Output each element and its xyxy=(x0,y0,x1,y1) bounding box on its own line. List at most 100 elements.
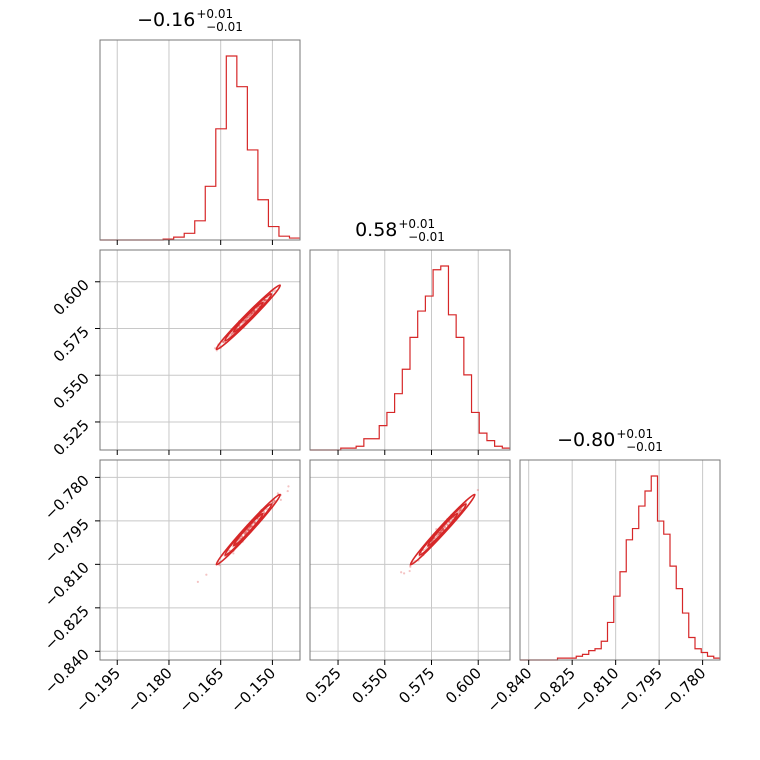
y-tick-label-1: 0.550 xyxy=(50,369,93,412)
sample-point xyxy=(205,573,208,576)
sample-point xyxy=(264,299,267,302)
title-minus: −0.01 xyxy=(408,230,445,244)
x-tick-label-2: −0.780 xyxy=(657,664,709,716)
sample-point xyxy=(271,501,274,504)
sample-point xyxy=(459,509,462,512)
sample-point xyxy=(446,523,449,526)
sample-point xyxy=(448,521,451,524)
hist-line-1 xyxy=(310,265,510,451)
sample-point xyxy=(243,532,246,535)
sample-point xyxy=(439,530,442,533)
sample-point xyxy=(247,316,250,319)
x-tick-label-1: 0.550 xyxy=(348,664,391,707)
hist-line-0 xyxy=(100,55,300,241)
sample-point xyxy=(476,488,479,492)
sample-point xyxy=(264,298,267,301)
title-plus: +0.01 xyxy=(616,427,653,441)
sample-point xyxy=(253,310,256,313)
contour-ellipse xyxy=(409,493,476,566)
sample-point xyxy=(253,521,257,524)
sample-point xyxy=(286,489,289,493)
sample-point xyxy=(459,508,462,512)
sample-point xyxy=(272,289,275,293)
sample-point xyxy=(273,499,276,502)
sample-point xyxy=(250,313,253,317)
sample-point xyxy=(253,309,256,312)
contour-ellipse xyxy=(215,493,282,566)
sample-point xyxy=(246,528,250,532)
x-tick-label-2: −0.795 xyxy=(614,664,666,716)
sample-point xyxy=(425,546,428,550)
sample-point xyxy=(244,319,247,322)
param-title-2: −0.80+0.01 −0.01 xyxy=(557,427,663,454)
sample-point xyxy=(443,526,447,529)
y-tick-label-2: −0.810 xyxy=(41,558,93,610)
hist-panel-0: −0.16+0.01 −0.01 xyxy=(99,7,301,245)
sample-point xyxy=(230,332,234,336)
hist-panel-1: 0.58+0.01 −0.01 xyxy=(309,217,511,455)
sample-point xyxy=(279,498,282,501)
y-tick-label-1: 0.575 xyxy=(50,323,93,366)
sample-point xyxy=(218,563,221,567)
title-median: 0.58 xyxy=(355,219,397,241)
panel-frame xyxy=(99,39,301,241)
sample-point xyxy=(441,527,444,530)
sample-point xyxy=(228,334,232,338)
y-tick-label-1: 0.600 xyxy=(50,276,93,319)
y-tick-label-2: −0.825 xyxy=(41,602,93,654)
sample-point xyxy=(443,525,447,528)
sample-point xyxy=(408,569,411,573)
contour-ellipse xyxy=(427,512,459,547)
sample-point xyxy=(440,529,443,533)
sample-point xyxy=(244,531,248,534)
sample-point xyxy=(263,511,266,514)
sample-point xyxy=(244,531,247,534)
sample-point xyxy=(436,533,439,536)
sample-point xyxy=(438,531,441,534)
sample-point xyxy=(248,315,251,318)
sample-point xyxy=(247,528,250,531)
contour-ellipse xyxy=(232,512,264,547)
x-tick-label-2: −0.810 xyxy=(570,664,622,716)
y-tick-label-2: −0.795 xyxy=(41,515,93,567)
y-tick-label-2: −0.780 xyxy=(41,471,93,523)
title-plus: +0.01 xyxy=(196,7,233,21)
sample-point xyxy=(218,345,221,348)
panel-frame xyxy=(99,249,301,451)
sample-point xyxy=(251,312,254,315)
panel-frame xyxy=(309,249,511,451)
sample-point xyxy=(250,312,253,315)
sample-point xyxy=(250,312,253,316)
param-title-0: −0.16+0.01 −0.01 xyxy=(137,7,243,34)
x-tick-label-0: −0.180 xyxy=(124,664,176,716)
x-tick-label-2: −0.825 xyxy=(527,664,579,716)
sample-point xyxy=(440,528,443,532)
sample-point xyxy=(253,310,256,313)
sample-point xyxy=(276,492,279,495)
panel-frame xyxy=(99,459,301,661)
scatter-panel-2-0: −0.195 −0.180 −0.165 −0.150−0.840−0.825−0.8… xyxy=(41,459,301,716)
contour-ellipse xyxy=(215,284,282,351)
sample-point xyxy=(245,529,248,532)
scatter-panel-2-1: 0.525 0.550 0.575 0.600 xyxy=(302,459,511,707)
sample-point xyxy=(222,340,225,343)
y-tick-label-1: 0.525 xyxy=(50,416,93,459)
x-tick-label-0: −0.165 xyxy=(176,664,228,716)
sample-point xyxy=(249,525,252,528)
sample-point xyxy=(253,521,256,524)
sample-point xyxy=(271,501,275,504)
x-tick-label-1: 0.600 xyxy=(442,664,485,707)
title-plus: +0.01 xyxy=(398,217,435,231)
x-tick-label-0: −0.195 xyxy=(72,664,124,716)
x-tick-label-2: −0.840 xyxy=(484,664,536,716)
sample-point xyxy=(251,311,254,315)
title-median: −0.80 xyxy=(557,429,615,451)
sample-point xyxy=(196,580,199,584)
sample-point xyxy=(248,527,251,530)
x-tick-label-0: −0.150 xyxy=(227,664,279,716)
sample-point xyxy=(242,320,246,323)
param-title-1: 0.58+0.01 −0.01 xyxy=(355,217,445,244)
sample-point xyxy=(438,531,441,535)
